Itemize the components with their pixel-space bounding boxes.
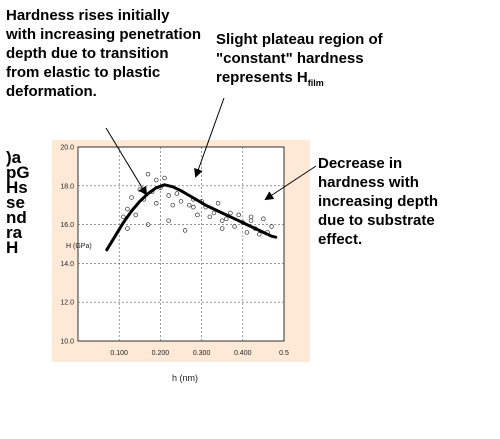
x-tick-labels: 0.100 0.200 0.300 0.400 0.5 [110,350,289,357]
data-point-42 [219,226,225,231]
data-point-1 [125,206,130,212]
data-point-6 [145,171,151,177]
data-point-7 [145,222,151,227]
y-tick-label-2: 14.0 [60,261,74,268]
annotation-plateau: Slight plateau region of "constant" hard… [216,30,426,93]
data-point-15 [170,202,176,208]
plot-area [77,146,285,342]
data-point-3 [133,212,138,218]
data-point-30 [232,224,237,229]
data-point-9 [154,177,159,183]
x-tick-label-2: 0.300 [193,350,211,357]
data-point-43 [248,218,254,223]
data-point-12 [162,175,167,181]
data-point-0 [121,214,126,220]
data-point-14 [166,193,171,198]
x-tick-label-1: 0.200 [152,350,170,357]
y-tick-label-0: 10.0 [60,339,74,346]
annotation-substrate-effect: Decrease in hardness with increasing dep… [318,155,439,248]
data-point-31 [236,212,241,218]
data-point-10 [154,201,159,206]
data-point-13 [166,218,171,223]
arrow-plateau [194,97,225,178]
data-point-39 [269,224,274,229]
data-point-20 [191,204,196,210]
annotation-plateau-subscript: film [307,78,324,88]
data-point-27 [219,218,225,223]
data-point-21 [195,212,200,218]
annotation-plateau-text: Slight plateau region of "constant" hard… [216,31,383,86]
data-point-16 [174,191,180,196]
y-tick-label-4: 18.0 [60,183,74,190]
y-tick-label-5: 20.0 [60,145,74,152]
x-axis-label: h (nm) [172,373,198,383]
data-point-36 [257,232,262,237]
grid [78,147,284,341]
y-axis-label: H (GPa) [66,243,92,250]
x-tick-label-4: 0.5 [279,350,289,357]
data-point-33 [244,230,250,235]
arrow-substrate [264,165,317,201]
y-tick-labels: 10.0 12.0 14.0 16.0 18.0 20.0 [60,145,74,346]
x-tick-label-0: 0.100 [110,350,128,357]
data-point-2 [129,195,134,200]
data-point-17 [178,199,184,204]
arrow-elastic-plastic [105,127,148,196]
data-point-37 [261,216,266,222]
data-point-19 [186,202,192,208]
x-tick-label-3: 0.400 [234,350,252,357]
y-tick-label-3: 16.0 [60,222,74,229]
vertical-axis-title: )apGHssendraH [6,148,30,257]
data-point-28 [224,216,229,222]
data-point-40 [125,226,130,231]
data-point-29 [228,210,233,216]
data-point-26 [215,201,221,206]
data-point-24 [207,214,213,220]
fit-curve [105,183,278,252]
data-point-18 [182,228,188,233]
y-tick-label-1: 12.0 [60,300,74,307]
data-point-25 [211,210,217,216]
annotation-elastic-plastic: Hardness rises initially with increasing… [6,7,202,100]
